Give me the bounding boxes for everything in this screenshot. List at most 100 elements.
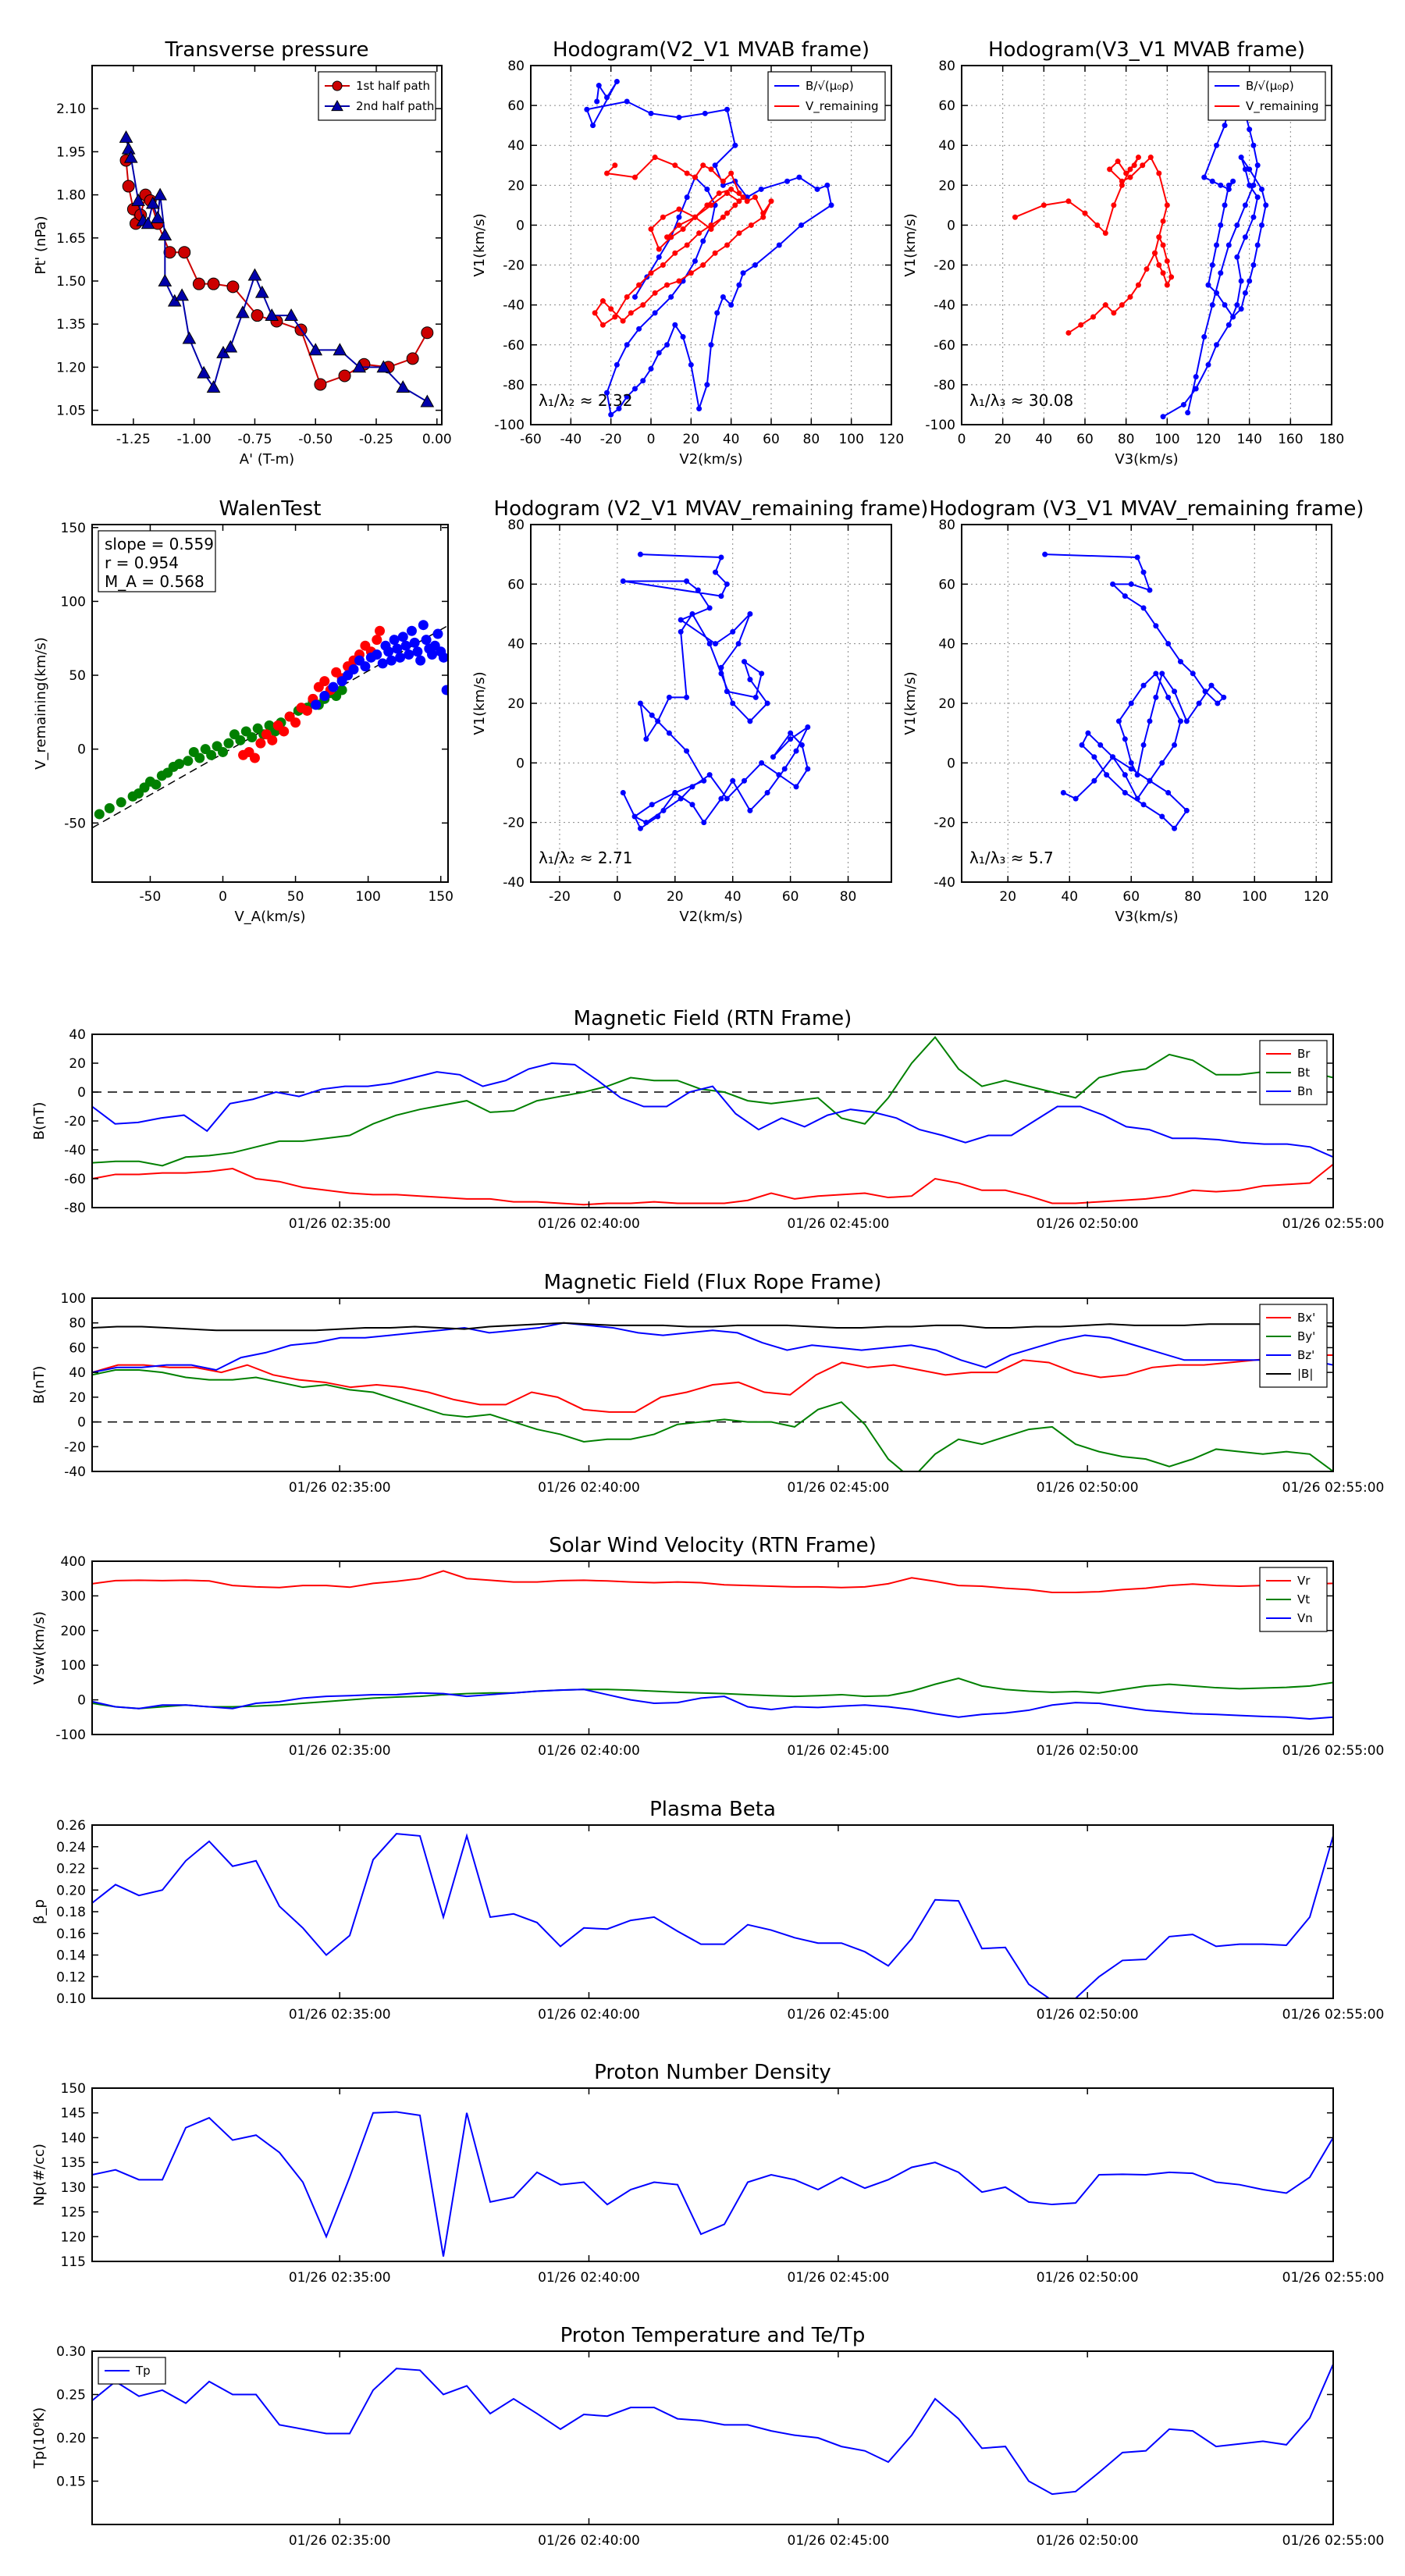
data-point xyxy=(418,620,429,631)
data-point xyxy=(158,273,173,286)
data-point xyxy=(1110,581,1116,587)
x-tick-label: 160 xyxy=(1278,432,1303,447)
y-tick-label: 150 xyxy=(61,2081,86,2097)
y-tick-label: 100 xyxy=(61,594,86,610)
data-point xyxy=(1201,174,1208,180)
data-point xyxy=(640,302,646,308)
data-point xyxy=(1110,754,1116,760)
data-point xyxy=(400,640,411,651)
data-point xyxy=(660,807,667,813)
data-point xyxy=(708,222,714,228)
series-line xyxy=(92,2111,1333,2257)
y-tick-label: -40 xyxy=(934,298,955,314)
data-point xyxy=(406,352,419,365)
data-point xyxy=(735,641,742,647)
data-point xyxy=(163,246,176,259)
data-point xyxy=(1147,777,1153,784)
y-tick-label: -80 xyxy=(934,378,955,393)
y-axis-label: V1(km/s) xyxy=(902,671,919,735)
y-tick-label: 60 xyxy=(938,577,955,592)
axes-frame xyxy=(961,65,1332,425)
series-2 xyxy=(92,1368,1333,1471)
y-tick-label: 60 xyxy=(938,98,955,114)
data-point xyxy=(1104,772,1110,778)
legend: Tp xyxy=(98,2357,166,2385)
np-chart: Proton Number Density 115 120 125 130 135 140 1… xyxy=(31,2061,1384,2286)
y-tick-label: 1.65 xyxy=(56,231,86,247)
data-point xyxy=(1119,302,1125,308)
data-point xyxy=(1190,671,1196,677)
x-tick-label: 80 xyxy=(840,889,857,905)
series-2 xyxy=(238,625,386,763)
legend-entry: Br xyxy=(1297,1047,1311,1061)
x-tick-label: -50 xyxy=(140,889,162,905)
data-point xyxy=(1205,282,1211,288)
data-point xyxy=(692,174,698,180)
data-point xyxy=(664,282,670,288)
legend-entry: 2nd half path xyxy=(356,99,434,113)
data-point xyxy=(764,790,770,795)
data-point xyxy=(1122,790,1128,795)
data-point xyxy=(1140,569,1147,575)
ratio-annotation: λ₁/λ₃ ≈ 30.08 xyxy=(969,391,1073,410)
data-point xyxy=(1196,700,1202,706)
data-point xyxy=(153,187,167,201)
stats-line: r = 0.954 xyxy=(105,553,179,572)
plot-area xyxy=(92,2364,1333,2496)
data-point xyxy=(604,94,610,101)
data-point xyxy=(1123,170,1129,176)
data-point xyxy=(692,258,698,264)
data-point xyxy=(1102,230,1108,237)
data-point xyxy=(249,753,260,763)
chart-title: Plasma Beta xyxy=(649,1798,776,1821)
series-2 xyxy=(1012,155,1175,336)
data-point xyxy=(1218,182,1224,188)
legend: B/√(μ₀ρ) V_remaining xyxy=(1208,71,1326,121)
data-point xyxy=(724,106,731,112)
data-point xyxy=(1060,790,1066,795)
data-point xyxy=(612,314,618,320)
data-point xyxy=(1250,142,1257,148)
y-axis-label: Np(#/cc) xyxy=(31,2144,48,2206)
y-tick-label: 1.80 xyxy=(56,188,86,204)
data-point xyxy=(1185,410,1191,416)
data-point xyxy=(656,246,662,252)
y-tick-label: -100 xyxy=(55,1727,86,1743)
data-point xyxy=(1225,322,1232,328)
y-tick-label: 300 xyxy=(61,1589,86,1604)
data-point xyxy=(348,664,359,674)
data-point xyxy=(1164,258,1170,264)
data-point xyxy=(290,717,301,728)
data-point xyxy=(223,340,238,353)
y-tick-label: -60 xyxy=(934,338,955,354)
legend-entry: Bx' xyxy=(1297,1311,1315,1325)
y-tick-label: 20 xyxy=(507,178,525,194)
data-point xyxy=(742,659,748,665)
data-point xyxy=(736,282,742,288)
data-point xyxy=(1079,742,1085,748)
y-tick-label: 1.95 xyxy=(56,144,86,160)
y-axis-label: V1(km/s) xyxy=(471,213,488,276)
data-point xyxy=(1111,310,1117,316)
data-point xyxy=(1078,322,1084,328)
x-tick-label: 40 xyxy=(724,889,742,905)
data-point xyxy=(151,211,165,223)
data-point xyxy=(724,242,731,248)
data-point xyxy=(760,214,767,220)
chart-title: Transverse pressure xyxy=(165,38,369,62)
legend-entry: Bt xyxy=(1297,1066,1310,1080)
y-tick-label: -60 xyxy=(64,1172,86,1187)
data-point xyxy=(752,694,759,700)
data-point xyxy=(688,270,694,276)
vsw-chart: Solar Wind Velocity (RTN Frame) -100 0 100 2… xyxy=(31,1534,1384,1759)
data-point xyxy=(1238,306,1244,312)
data-point xyxy=(793,748,799,754)
data-point xyxy=(1165,790,1172,795)
data-point xyxy=(718,664,724,671)
series-1 xyxy=(92,1354,1333,1413)
y-tick-label: 80 xyxy=(507,518,525,533)
data-point xyxy=(1209,302,1215,308)
y-tick-label: 60 xyxy=(69,1340,86,1356)
y-tick-label: 400 xyxy=(61,1554,86,1570)
